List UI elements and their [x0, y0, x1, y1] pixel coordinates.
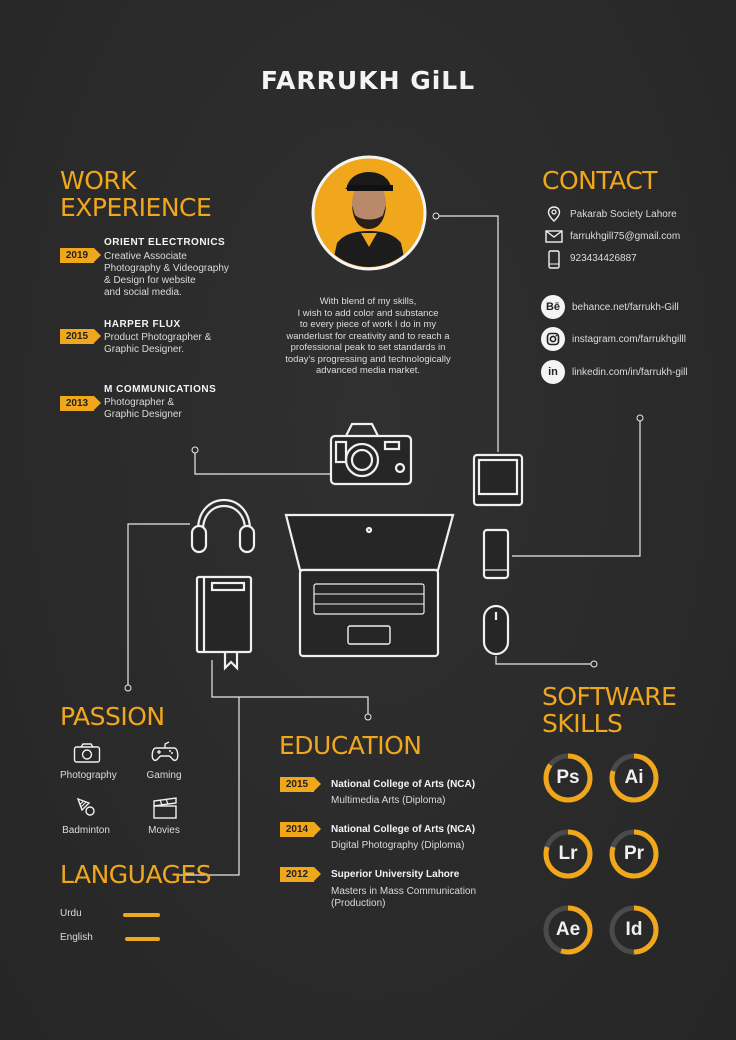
camera-icon — [73, 742, 101, 769]
skill-ring-progress — [609, 829, 659, 879]
phone-icon — [548, 250, 560, 274]
skill-abbr: Ai — [624, 767, 644, 788]
skill-abbr: Lr — [558, 843, 578, 864]
skill-ring-graphic — [609, 753, 659, 803]
connector-line — [512, 418, 641, 557]
degree-name: Multimedia Arts (Diploma) — [331, 795, 446, 806]
skill-ring: Ps — [542, 752, 594, 804]
degree-name: Masters in Mass Communication (Productio… — [331, 886, 477, 909]
school-name: National College of Arts (NCA) — [331, 779, 476, 790]
email-icon — [545, 230, 563, 248]
connector-line — [194, 450, 330, 475]
skill-ring-progress — [609, 905, 659, 955]
skill-ring-graphic — [543, 753, 593, 803]
behance-icon[interactable]: Bē — [541, 295, 565, 319]
phone-illustration — [482, 528, 510, 580]
tablet-illustration — [472, 453, 524, 507]
job-role: Creative Associate Photography & Videogr… — [104, 251, 229, 298]
behance-link[interactable]: behance.net/farrukh-Gill — [572, 302, 679, 313]
company-name: ORIENT ELECTRONICS — [104, 237, 226, 248]
connector-line — [436, 215, 499, 452]
laptop-illustration — [284, 513, 455, 658]
education-heading: EDUCATION — [279, 731, 422, 760]
language-level-bar — [123, 913, 160, 917]
gamepad-icon — [150, 740, 180, 769]
passion-label: Gaming — [146, 770, 182, 781]
year-badge: 2015 — [60, 329, 101, 344]
skill-ring-graphic — [543, 905, 593, 955]
year-badge: 2012 — [280, 867, 321, 882]
location-pin-icon — [547, 206, 561, 227]
skill-ring-graphic — [609, 905, 659, 955]
language-level-bar — [125, 937, 160, 941]
school-name: National College of Arts (NCA) — [331, 824, 476, 835]
notebook-illustration — [195, 575, 253, 671]
company-name: HARPER FLUX — [104, 319, 181, 330]
school-name: Superior University Lahore — [331, 869, 460, 880]
bio-text: With blend of my skills, I wish to add c… — [285, 296, 451, 376]
skill-abbr: Pr — [623, 843, 645, 864]
avatar — [311, 155, 427, 271]
instagram-icon[interactable] — [541, 327, 565, 351]
connector-line — [127, 523, 190, 688]
skill-ring-graphic — [609, 829, 659, 879]
degree-name: Digital Photography (Diploma) — [331, 840, 465, 851]
connector-line — [211, 660, 369, 717]
languages-heading: LANGUAGES — [60, 860, 212, 889]
language-name: English — [60, 932, 93, 943]
job-role: Product Photographer & Graphic Designer. — [104, 332, 212, 355]
mouse-illustration — [482, 604, 510, 656]
camera-illustration — [329, 422, 413, 486]
skill-abbr: Ae — [555, 919, 581, 940]
skill-ring-progress — [543, 905, 593, 955]
page-title: FARRUKH GiLL — [260, 66, 476, 95]
year-badge: 2013 — [60, 396, 101, 411]
skill-ring: Ae — [542, 904, 594, 956]
company-name: M COMMUNICATIONS — [104, 384, 217, 395]
skill-abbr: Ps — [556, 767, 580, 788]
software-skills-heading: SOFTWARE SKILLS — [542, 682, 677, 738]
linkedin-link[interactable]: linkedin.com/in/farrukh-gill — [572, 367, 688, 378]
language-name: Urdu — [60, 908, 82, 919]
headphones-illustration — [190, 498, 256, 554]
contact-address: Pakarab Society Lahore — [570, 209, 677, 220]
contact-phone: 923434426887 — [570, 253, 637, 264]
year-badge: 2019 — [60, 248, 101, 263]
skill-ring-progress — [609, 753, 659, 803]
skill-ring: Lr — [542, 828, 594, 880]
skill-abbr: Id — [625, 919, 643, 940]
linkedin-icon[interactable]: in — [541, 360, 565, 384]
contact-heading: CONTACT — [542, 166, 658, 195]
passion-label: Badminton — [62, 825, 110, 836]
connector-line — [495, 656, 594, 665]
skill-ring: Ai — [608, 752, 660, 804]
skill-ring-progress — [543, 753, 593, 803]
job-role: Photographer & Graphic Designer — [104, 397, 182, 420]
year-badge: 2014 — [280, 822, 321, 837]
year-badge: 2015 — [280, 777, 321, 792]
skill-ring-graphic — [543, 829, 593, 879]
passion-label: Movies — [148, 825, 180, 836]
shuttlecock-icon — [75, 796, 99, 825]
contact-email[interactable]: farrukhgill75@gmail.com — [570, 231, 681, 242]
passion-label: Photography — [60, 770, 117, 781]
work-experience-heading: WORK EXPERIENCE — [60, 166, 212, 222]
clapperboard-icon — [152, 797, 178, 824]
skill-ring: Id — [608, 904, 660, 956]
skill-ring-progress — [543, 829, 593, 879]
instagram-link[interactable]: instagram.com/farrukhgilll — [572, 334, 686, 345]
skill-ring: Pr — [608, 828, 660, 880]
passion-heading: PASSION — [60, 702, 165, 731]
connector-line — [174, 697, 240, 876]
